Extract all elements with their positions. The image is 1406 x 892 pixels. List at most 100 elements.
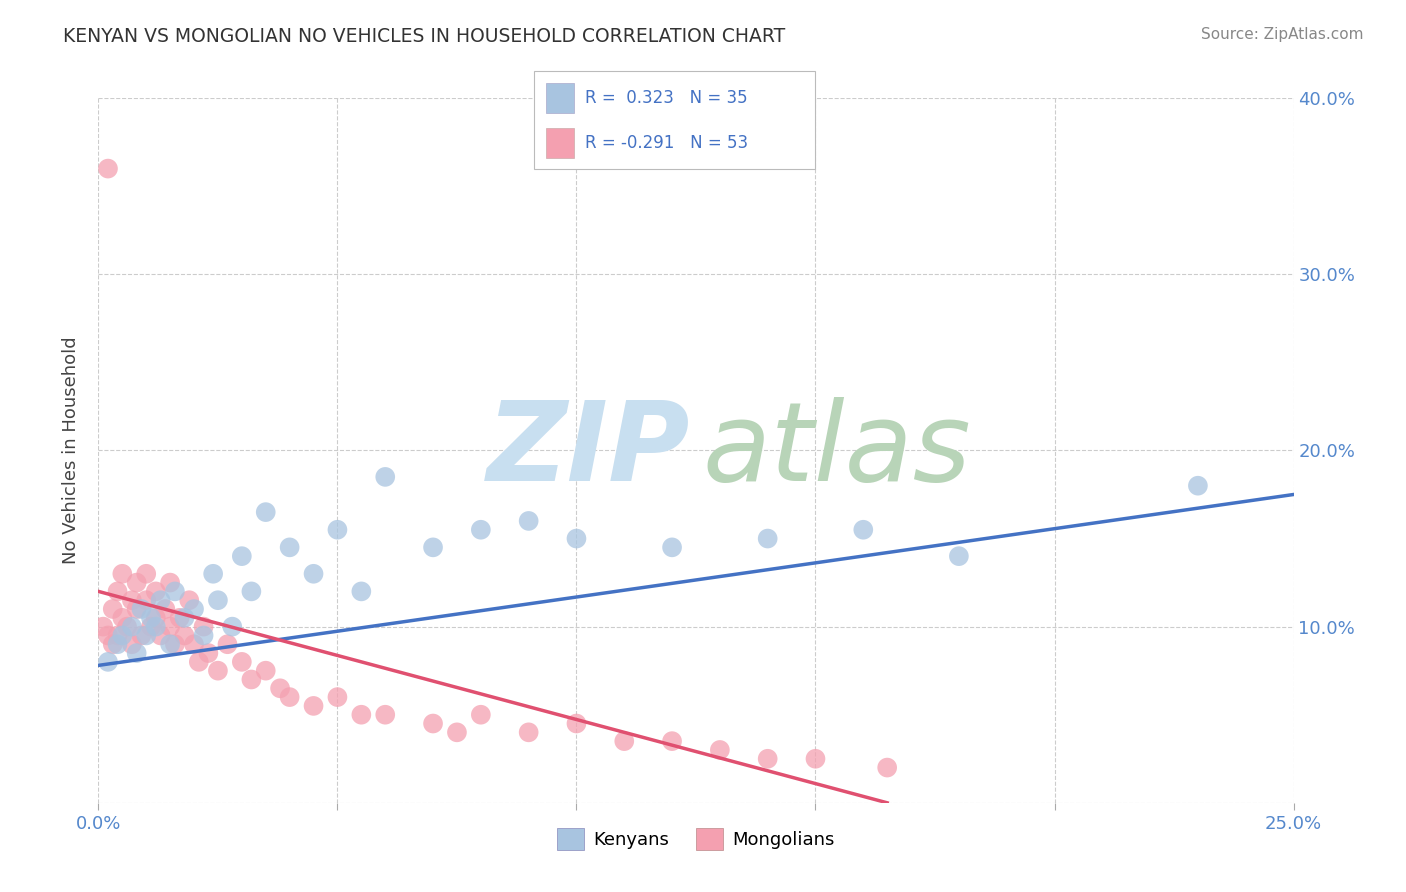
Point — [207, 593, 229, 607]
Point — [149, 593, 172, 607]
Text: atlas: atlas — [702, 397, 970, 504]
Point — [121, 637, 143, 651]
Point — [107, 637, 129, 651]
Point — [613, 734, 636, 748]
Point — [173, 628, 195, 642]
Point — [139, 619, 162, 633]
Point — [145, 584, 167, 599]
Point — [159, 619, 181, 633]
Text: R =  0.323   N = 35: R = 0.323 N = 35 — [585, 89, 748, 107]
Point — [193, 619, 215, 633]
Point — [374, 470, 396, 484]
Point — [145, 611, 167, 625]
Point — [804, 752, 827, 766]
Point — [125, 602, 148, 616]
Point — [517, 725, 540, 739]
Point — [107, 584, 129, 599]
Point — [149, 628, 172, 642]
Point — [661, 541, 683, 555]
Point — [125, 646, 148, 660]
Point — [278, 541, 301, 555]
Point — [374, 707, 396, 722]
Point — [155, 602, 177, 616]
Point — [202, 566, 225, 581]
Point — [756, 752, 779, 766]
Point — [446, 725, 468, 739]
Point — [197, 646, 219, 660]
Point — [91, 619, 114, 633]
Point — [183, 602, 205, 616]
Point — [254, 664, 277, 678]
Point — [231, 549, 253, 564]
Y-axis label: No Vehicles in Household: No Vehicles in Household — [62, 336, 80, 565]
Point — [254, 505, 277, 519]
Point — [756, 532, 779, 546]
Point — [269, 681, 291, 696]
Point — [111, 628, 134, 642]
FancyBboxPatch shape — [546, 83, 574, 112]
Point — [163, 584, 186, 599]
Point — [278, 690, 301, 705]
Point — [111, 611, 134, 625]
Point — [121, 619, 143, 633]
Point — [422, 716, 444, 731]
Point — [876, 760, 898, 774]
Point — [350, 584, 373, 599]
Point — [565, 532, 588, 546]
Point — [135, 593, 157, 607]
Point — [111, 566, 134, 581]
Point — [240, 584, 263, 599]
Point — [135, 628, 157, 642]
Point — [179, 593, 201, 607]
Point — [97, 161, 120, 176]
Point — [169, 611, 191, 625]
Text: ZIP: ZIP — [486, 397, 690, 504]
Point — [145, 619, 167, 633]
Text: Source: ZipAtlas.com: Source: ZipAtlas.com — [1201, 27, 1364, 42]
Point — [193, 628, 215, 642]
FancyBboxPatch shape — [534, 71, 815, 169]
FancyBboxPatch shape — [546, 128, 574, 158]
Point — [97, 628, 120, 642]
Point — [217, 637, 239, 651]
Point — [422, 541, 444, 555]
Point — [125, 575, 148, 590]
Point — [173, 611, 195, 625]
Point — [159, 575, 181, 590]
Point — [115, 619, 138, 633]
Point — [565, 716, 588, 731]
Point — [183, 637, 205, 651]
Point — [948, 549, 970, 564]
Point — [517, 514, 540, 528]
Point — [121, 593, 143, 607]
Point — [302, 566, 325, 581]
Point — [240, 673, 263, 687]
Point — [97, 655, 120, 669]
Point — [131, 602, 153, 616]
Point — [163, 637, 186, 651]
Point — [326, 690, 349, 705]
Point — [207, 664, 229, 678]
Point — [350, 707, 373, 722]
Point — [709, 743, 731, 757]
Point — [470, 707, 492, 722]
Point — [101, 637, 124, 651]
Point — [326, 523, 349, 537]
Text: KENYAN VS MONGOLIAN NO VEHICLES IN HOUSEHOLD CORRELATION CHART: KENYAN VS MONGOLIAN NO VEHICLES IN HOUSE… — [63, 27, 786, 45]
Point — [470, 523, 492, 537]
Point — [139, 611, 162, 625]
Legend: Kenyans, Mongolians: Kenyans, Mongolians — [550, 821, 842, 857]
Point — [187, 655, 209, 669]
Point — [1187, 478, 1209, 492]
Point — [661, 734, 683, 748]
Point — [852, 523, 875, 537]
Point — [135, 566, 157, 581]
Text: R = -0.291   N = 53: R = -0.291 N = 53 — [585, 134, 748, 152]
Point — [159, 637, 181, 651]
Point — [221, 619, 243, 633]
Point — [131, 628, 153, 642]
Point — [302, 698, 325, 713]
Point — [231, 655, 253, 669]
Point — [101, 602, 124, 616]
Point — [107, 628, 129, 642]
